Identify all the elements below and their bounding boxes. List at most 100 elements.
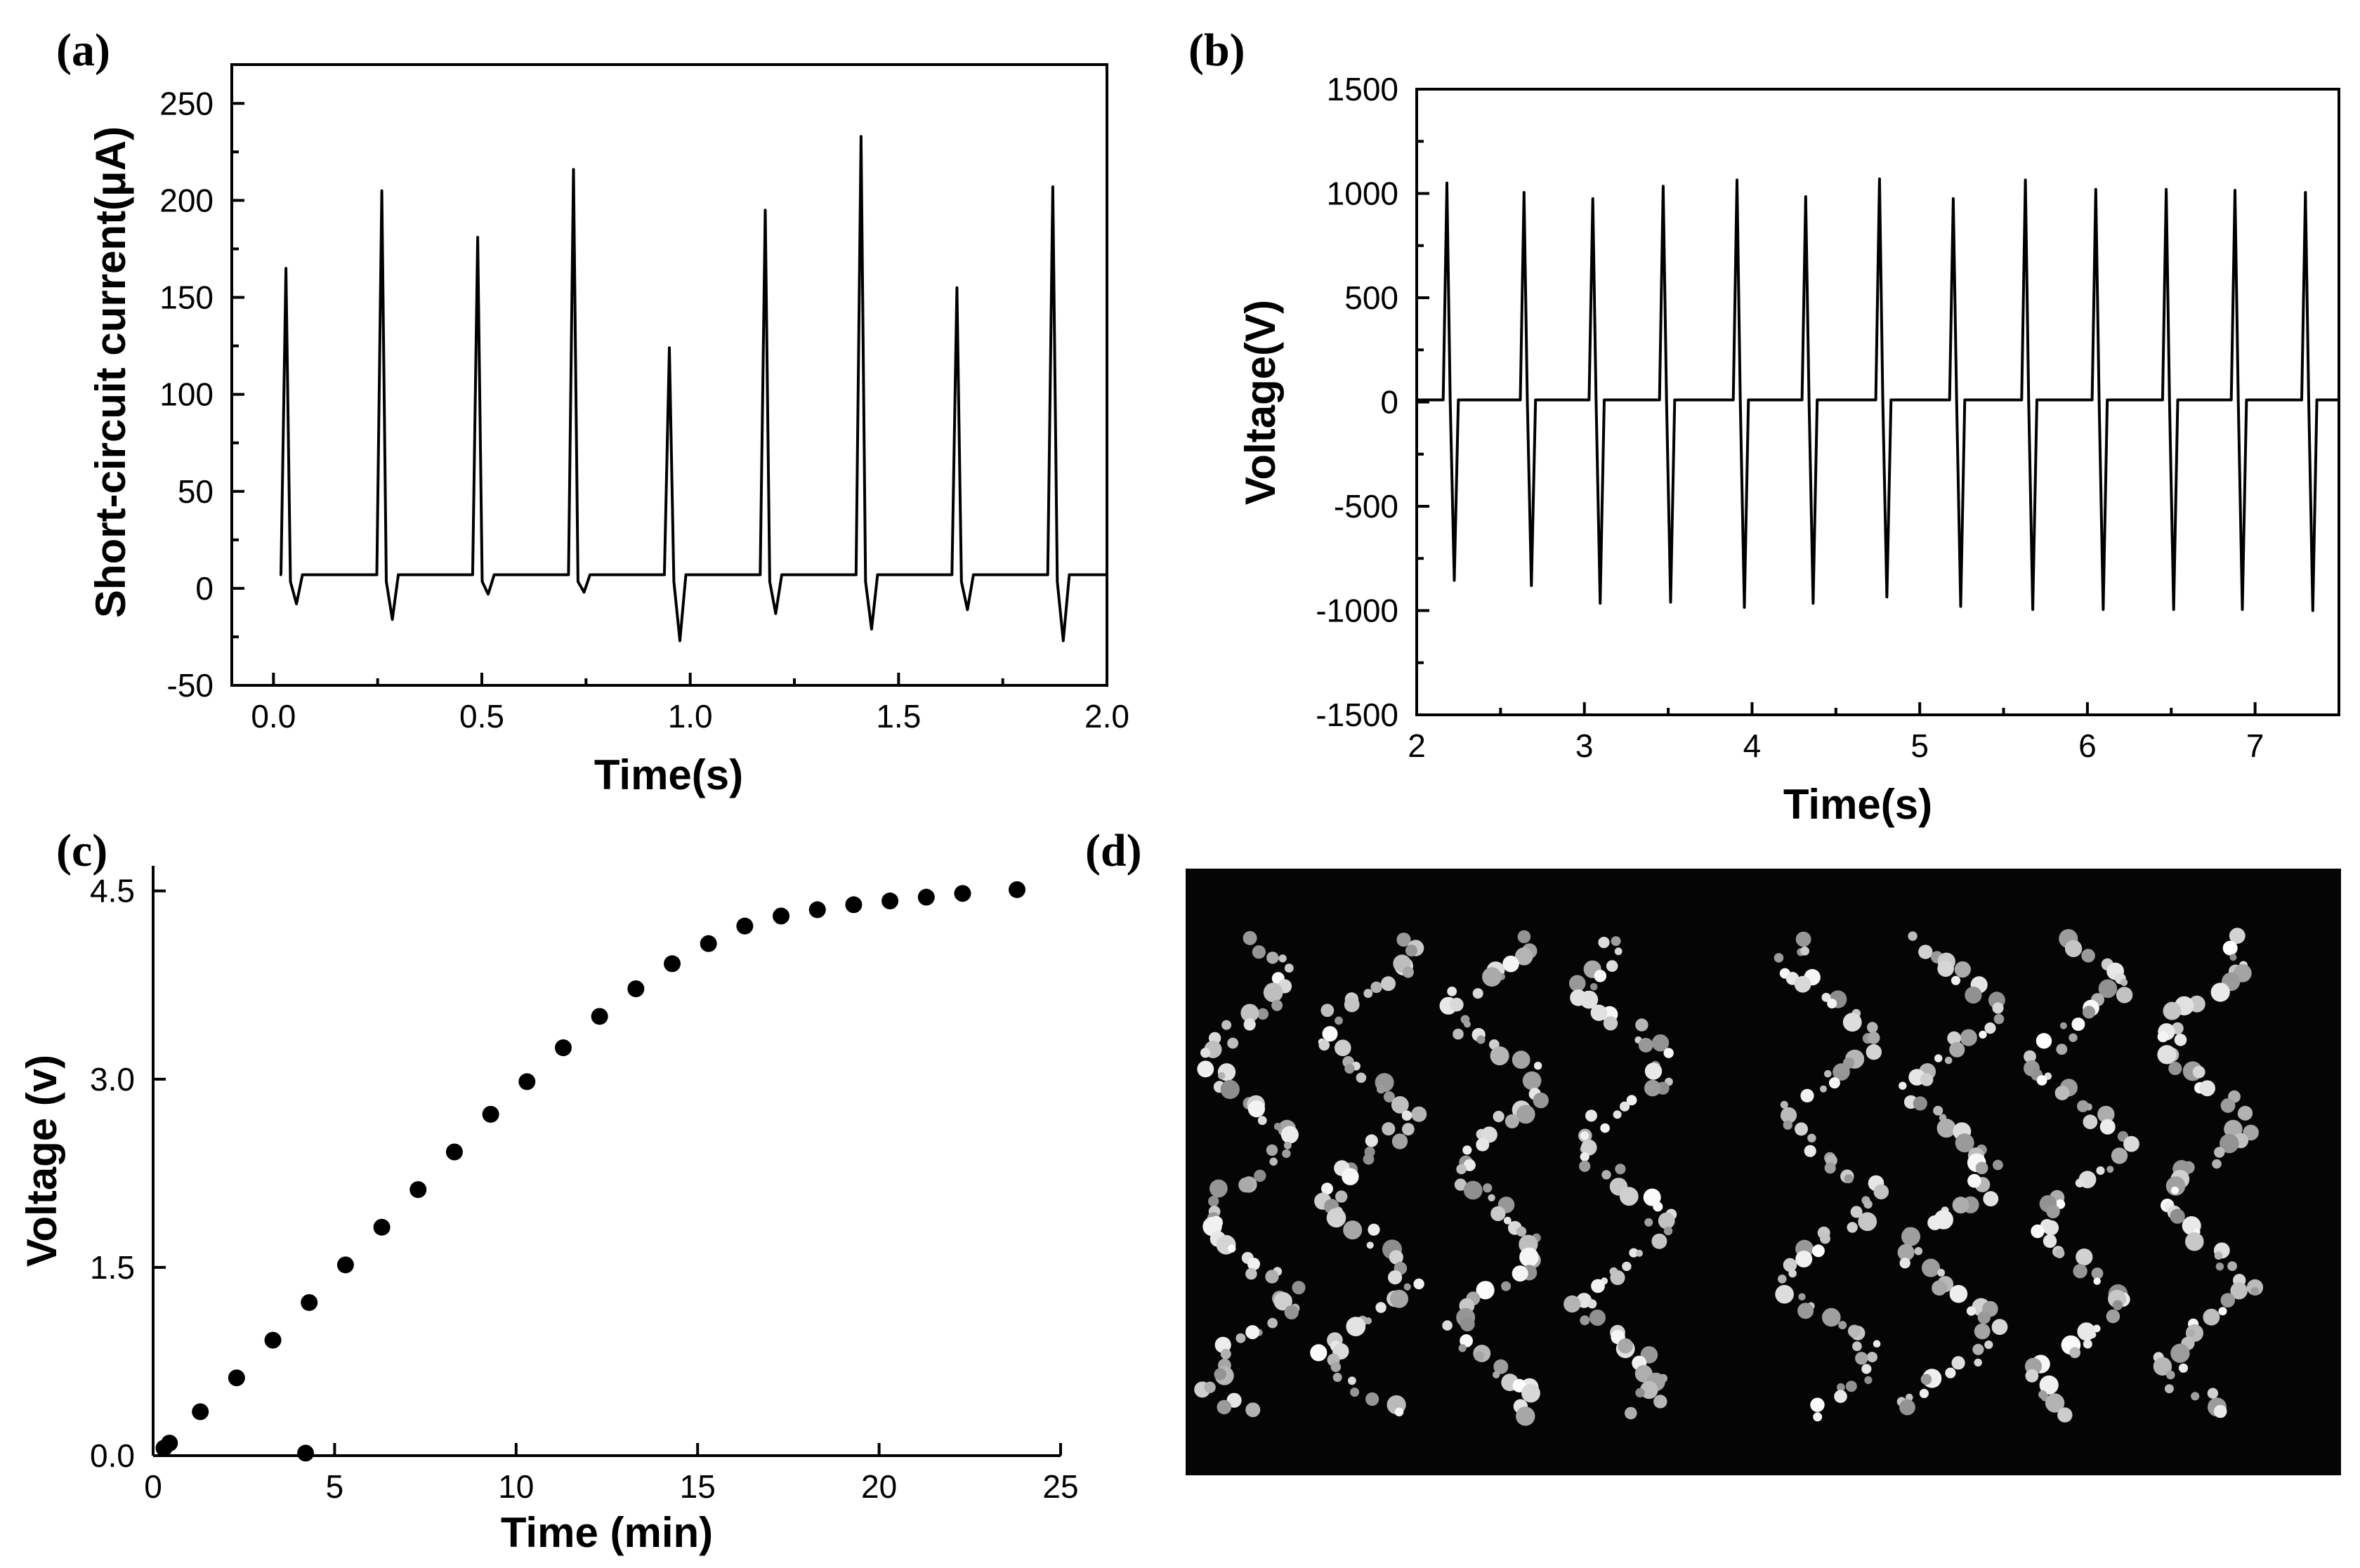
led-dot [1464, 1020, 1471, 1028]
led-dot [1363, 1153, 1375, 1165]
led-dot [2076, 1249, 2093, 1266]
led-dot [1603, 1016, 1618, 1031]
x-tick-label: 1.0 [668, 698, 713, 734]
led-dot [1944, 1056, 1953, 1065]
led-dot [1606, 960, 1618, 972]
led-dot [2039, 1375, 2059, 1395]
led-dot [1867, 1032, 1880, 1044]
led-dot [1949, 1041, 1965, 1058]
led-dot [1610, 1270, 1625, 1286]
x-tick-label: 5 [1910, 727, 1929, 764]
led-dot [2077, 1100, 2089, 1112]
led-dot [1266, 951, 1279, 964]
led-dot [1514, 947, 1533, 966]
led-dot [2192, 1065, 2205, 1079]
panel-a-x-axis-title: Time(s) [594, 751, 743, 798]
x-tick-label: 3 [1575, 727, 1594, 764]
led-dot [1343, 1220, 1363, 1240]
led-dot [1401, 1110, 1412, 1121]
panel-b-voltage-trace [1417, 177, 2339, 612]
led-dot [1807, 1133, 1816, 1142]
led-dot [2170, 1343, 2190, 1363]
led-dot [1516, 1226, 1527, 1237]
led-dot [1490, 1206, 1506, 1221]
led-dot [1945, 1367, 1956, 1378]
led-dot [2054, 1086, 2070, 1100]
panel-a-current-trace [280, 135, 1107, 643]
panel-a-y-ticks: -50 0 50 100 150 200 250 [159, 85, 244, 704]
led-dot [1580, 1139, 1597, 1156]
led-dot [1456, 1164, 1467, 1175]
y-tick-label: 1500 [1327, 71, 1398, 107]
led-dot [1474, 1351, 1484, 1362]
led-dot [1411, 1106, 1427, 1122]
led-dot [2214, 1251, 2223, 1260]
led-dot [1580, 1152, 1589, 1161]
data-point [518, 1073, 536, 1091]
led-dot [1254, 1169, 1266, 1182]
x-tick-label: 4 [1743, 727, 1762, 764]
data-point [554, 1039, 572, 1057]
data-point [228, 1369, 245, 1387]
panel-a: (a) -50 0 50 100 150 200 250 0.0 0.5 1.0 1.5 2.0 T… [56, 25, 1129, 798]
led-dot [1366, 1241, 1374, 1249]
led-dot [2059, 1022, 2067, 1029]
led-dot [1493, 1371, 1500, 1379]
led-dot [1247, 1258, 1260, 1271]
led-dot [1238, 1177, 1254, 1193]
led-dot [1267, 1317, 1278, 1329]
led-dot [1243, 930, 1257, 945]
led-dot [1228, 1244, 1236, 1253]
led-dot [1974, 1358, 1982, 1367]
led-dot [1335, 1190, 1348, 1203]
led-dot [1899, 1399, 1915, 1416]
led-dot [2227, 1261, 2238, 1271]
led-dot [2098, 979, 2118, 999]
led-dot [2171, 1186, 2179, 1194]
led-dot [1269, 1157, 1278, 1166]
led-dot [1867, 1022, 1878, 1033]
led-dot [2054, 1248, 2065, 1258]
panel-c-label: (c) [56, 825, 107, 876]
led-dot [2116, 987, 2133, 1003]
led-dot [1810, 1397, 1825, 1412]
led-dot [1781, 1107, 1797, 1124]
led-dot [1200, 1048, 1211, 1058]
led-dot [1265, 1270, 1279, 1284]
led-dot [1463, 1180, 1483, 1200]
led-dot [1899, 1258, 1910, 1269]
led-dot [1463, 1159, 1476, 1171]
led-dot [1629, 1248, 1639, 1258]
y-tick-label: 150 [159, 279, 214, 316]
led-dot [1850, 1206, 1863, 1218]
led-dot [1476, 1138, 1490, 1152]
led-dot [2031, 1224, 2045, 1239]
led-dot [2057, 1407, 2073, 1423]
data-point [700, 935, 717, 952]
led-photo-background [1186, 869, 2341, 1475]
led-dot [2222, 940, 2238, 956]
led-dot [1403, 1283, 1411, 1291]
led-dot [1368, 1223, 1380, 1236]
led-dot [1516, 1105, 1535, 1124]
led-dot [1908, 931, 1917, 941]
led-dot [2157, 1045, 2177, 1065]
led-dot [1326, 1208, 1346, 1228]
led-dot [1974, 1323, 1991, 1340]
y-tick-label: 3.0 [90, 1061, 135, 1098]
led-dot [1937, 960, 1954, 977]
led-dot [1220, 1348, 1231, 1359]
data-point [808, 901, 826, 918]
led-dot [1844, 1174, 1854, 1184]
led-dot [2099, 1119, 2116, 1135]
led-dot [2083, 1339, 2092, 1349]
led-dot [1533, 1092, 1549, 1109]
led-dot [1598, 937, 1610, 949]
x-tick-label: 10 [498, 1468, 534, 1505]
led-dot [2213, 1404, 2227, 1418]
led-dot [1490, 1046, 1509, 1066]
panel-b: (b) -1500 -1000 -500 0 500 1000 1500 2 3 4 5 6 7 Ti… [1188, 25, 2340, 828]
led-dot [2045, 1393, 2065, 1413]
led-dot [1635, 1018, 1648, 1032]
